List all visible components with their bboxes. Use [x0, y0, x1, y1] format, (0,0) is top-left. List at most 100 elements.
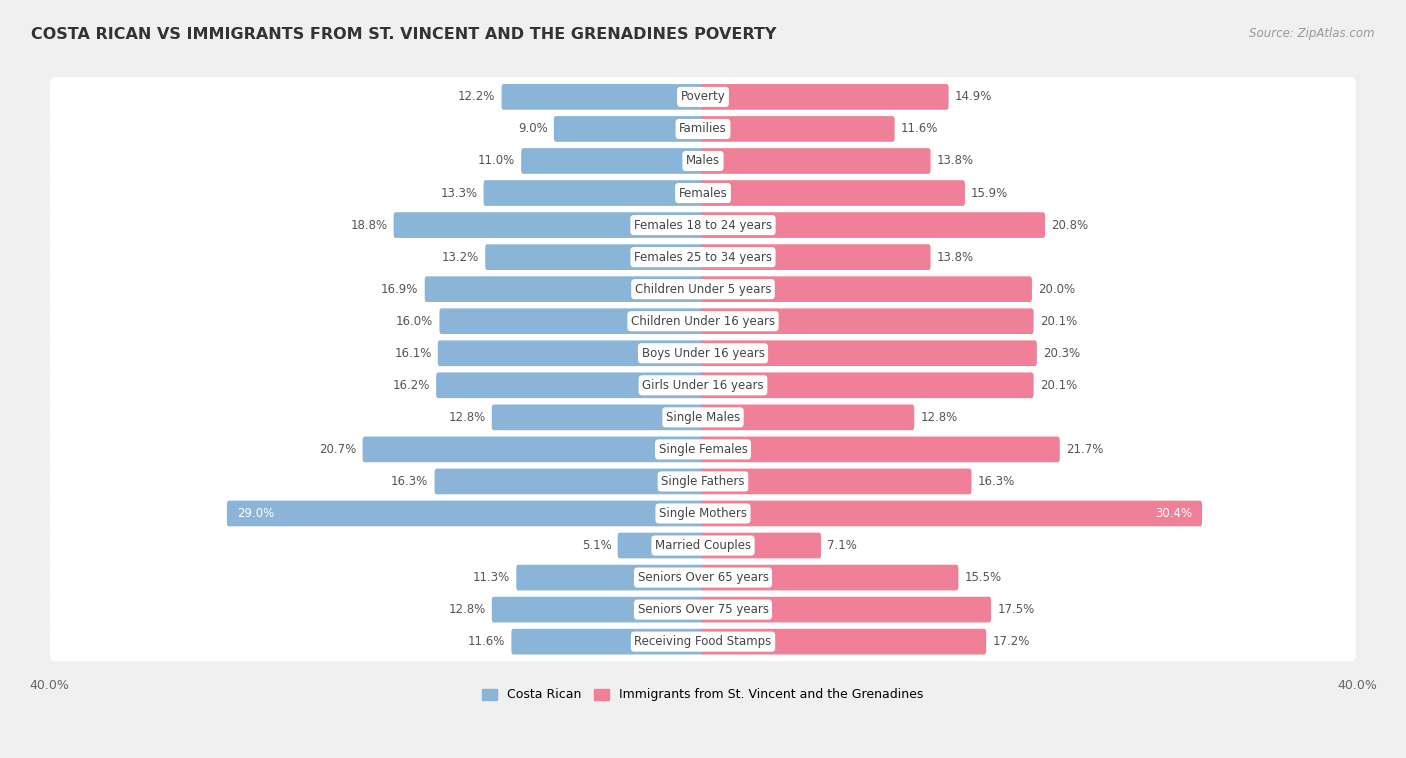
- Text: Females 25 to 34 years: Females 25 to 34 years: [634, 251, 772, 264]
- FancyBboxPatch shape: [434, 468, 704, 494]
- FancyBboxPatch shape: [502, 84, 704, 110]
- Text: 20.0%: 20.0%: [1038, 283, 1076, 296]
- FancyBboxPatch shape: [51, 622, 1355, 661]
- FancyBboxPatch shape: [51, 558, 1355, 597]
- Text: Males: Males: [686, 155, 720, 168]
- Text: Married Couples: Married Couples: [655, 539, 751, 552]
- FancyBboxPatch shape: [617, 533, 704, 559]
- Text: 17.5%: 17.5%: [997, 603, 1035, 616]
- FancyBboxPatch shape: [51, 205, 1355, 245]
- FancyBboxPatch shape: [512, 629, 704, 654]
- FancyBboxPatch shape: [702, 277, 1032, 302]
- FancyBboxPatch shape: [702, 533, 821, 559]
- FancyBboxPatch shape: [702, 629, 986, 654]
- Text: 13.2%: 13.2%: [441, 251, 479, 264]
- Text: 12.8%: 12.8%: [449, 603, 485, 616]
- Text: 11.6%: 11.6%: [468, 635, 505, 648]
- Text: Single Mothers: Single Mothers: [659, 507, 747, 520]
- FancyBboxPatch shape: [51, 174, 1355, 212]
- Text: Families: Families: [679, 123, 727, 136]
- Text: 16.3%: 16.3%: [391, 475, 429, 488]
- Text: 11.6%: 11.6%: [901, 123, 938, 136]
- Text: 20.7%: 20.7%: [319, 443, 356, 456]
- FancyBboxPatch shape: [51, 77, 1355, 117]
- Text: Receiving Food Stamps: Receiving Food Stamps: [634, 635, 772, 648]
- FancyBboxPatch shape: [702, 597, 991, 622]
- FancyBboxPatch shape: [702, 372, 1033, 398]
- Text: 17.2%: 17.2%: [993, 635, 1029, 648]
- Legend: Costa Rican, Immigrants from St. Vincent and the Grenadines: Costa Rican, Immigrants from St. Vincent…: [478, 684, 928, 706]
- Text: 16.1%: 16.1%: [394, 346, 432, 360]
- Text: Seniors Over 75 years: Seniors Over 75 years: [637, 603, 769, 616]
- Text: Source: ZipAtlas.com: Source: ZipAtlas.com: [1250, 27, 1375, 39]
- Text: 16.9%: 16.9%: [381, 283, 419, 296]
- FancyBboxPatch shape: [51, 398, 1355, 437]
- Text: 7.1%: 7.1%: [827, 539, 858, 552]
- Text: 16.3%: 16.3%: [977, 475, 1015, 488]
- FancyBboxPatch shape: [702, 437, 1060, 462]
- Text: 21.7%: 21.7%: [1066, 443, 1104, 456]
- FancyBboxPatch shape: [702, 565, 959, 590]
- Text: 29.0%: 29.0%: [238, 507, 274, 520]
- Text: Poverty: Poverty: [681, 90, 725, 103]
- FancyBboxPatch shape: [492, 405, 704, 431]
- FancyBboxPatch shape: [51, 270, 1355, 309]
- FancyBboxPatch shape: [554, 116, 704, 142]
- FancyBboxPatch shape: [702, 340, 1036, 366]
- FancyBboxPatch shape: [363, 437, 704, 462]
- Text: Single Males: Single Males: [666, 411, 740, 424]
- Text: Girls Under 16 years: Girls Under 16 years: [643, 379, 763, 392]
- FancyBboxPatch shape: [51, 430, 1355, 469]
- FancyBboxPatch shape: [702, 212, 1045, 238]
- FancyBboxPatch shape: [437, 340, 704, 366]
- Text: 13.3%: 13.3%: [440, 186, 478, 199]
- FancyBboxPatch shape: [492, 597, 704, 622]
- Text: 9.0%: 9.0%: [517, 123, 548, 136]
- FancyBboxPatch shape: [702, 148, 931, 174]
- FancyBboxPatch shape: [702, 244, 931, 270]
- FancyBboxPatch shape: [436, 372, 704, 398]
- Text: 18.8%: 18.8%: [350, 218, 388, 232]
- FancyBboxPatch shape: [440, 309, 704, 334]
- FancyBboxPatch shape: [702, 309, 1033, 334]
- Text: 20.3%: 20.3%: [1043, 346, 1080, 360]
- Text: 13.8%: 13.8%: [936, 251, 974, 264]
- FancyBboxPatch shape: [702, 468, 972, 494]
- Text: 16.2%: 16.2%: [392, 379, 430, 392]
- Text: Children Under 5 years: Children Under 5 years: [634, 283, 772, 296]
- FancyBboxPatch shape: [702, 500, 1202, 526]
- Text: 14.9%: 14.9%: [955, 90, 993, 103]
- FancyBboxPatch shape: [702, 180, 965, 206]
- Text: Single Females: Single Females: [658, 443, 748, 456]
- Text: 20.1%: 20.1%: [1040, 379, 1077, 392]
- FancyBboxPatch shape: [702, 116, 894, 142]
- Text: Females: Females: [679, 186, 727, 199]
- FancyBboxPatch shape: [484, 180, 704, 206]
- Text: 13.8%: 13.8%: [936, 155, 974, 168]
- FancyBboxPatch shape: [516, 565, 704, 590]
- Text: Females 18 to 24 years: Females 18 to 24 years: [634, 218, 772, 232]
- FancyBboxPatch shape: [522, 148, 704, 174]
- Text: 15.9%: 15.9%: [972, 186, 1008, 199]
- FancyBboxPatch shape: [702, 405, 914, 431]
- FancyBboxPatch shape: [51, 237, 1355, 277]
- Text: 20.1%: 20.1%: [1040, 315, 1077, 327]
- Text: 20.8%: 20.8%: [1052, 218, 1088, 232]
- Text: Boys Under 16 years: Boys Under 16 years: [641, 346, 765, 360]
- Text: 15.5%: 15.5%: [965, 571, 1001, 584]
- Text: COSTA RICAN VS IMMIGRANTS FROM ST. VINCENT AND THE GRENADINES POVERTY: COSTA RICAN VS IMMIGRANTS FROM ST. VINCE…: [31, 27, 776, 42]
- Text: Single Fathers: Single Fathers: [661, 475, 745, 488]
- Text: 11.0%: 11.0%: [478, 155, 515, 168]
- FancyBboxPatch shape: [51, 526, 1355, 565]
- FancyBboxPatch shape: [51, 142, 1355, 180]
- FancyBboxPatch shape: [51, 109, 1355, 149]
- Text: 16.0%: 16.0%: [396, 315, 433, 327]
- FancyBboxPatch shape: [51, 302, 1355, 341]
- Text: 12.8%: 12.8%: [449, 411, 485, 424]
- Text: 30.4%: 30.4%: [1154, 507, 1192, 520]
- Text: Children Under 16 years: Children Under 16 years: [631, 315, 775, 327]
- Text: 5.1%: 5.1%: [582, 539, 612, 552]
- FancyBboxPatch shape: [51, 494, 1355, 533]
- FancyBboxPatch shape: [51, 366, 1355, 405]
- Text: 12.8%: 12.8%: [921, 411, 957, 424]
